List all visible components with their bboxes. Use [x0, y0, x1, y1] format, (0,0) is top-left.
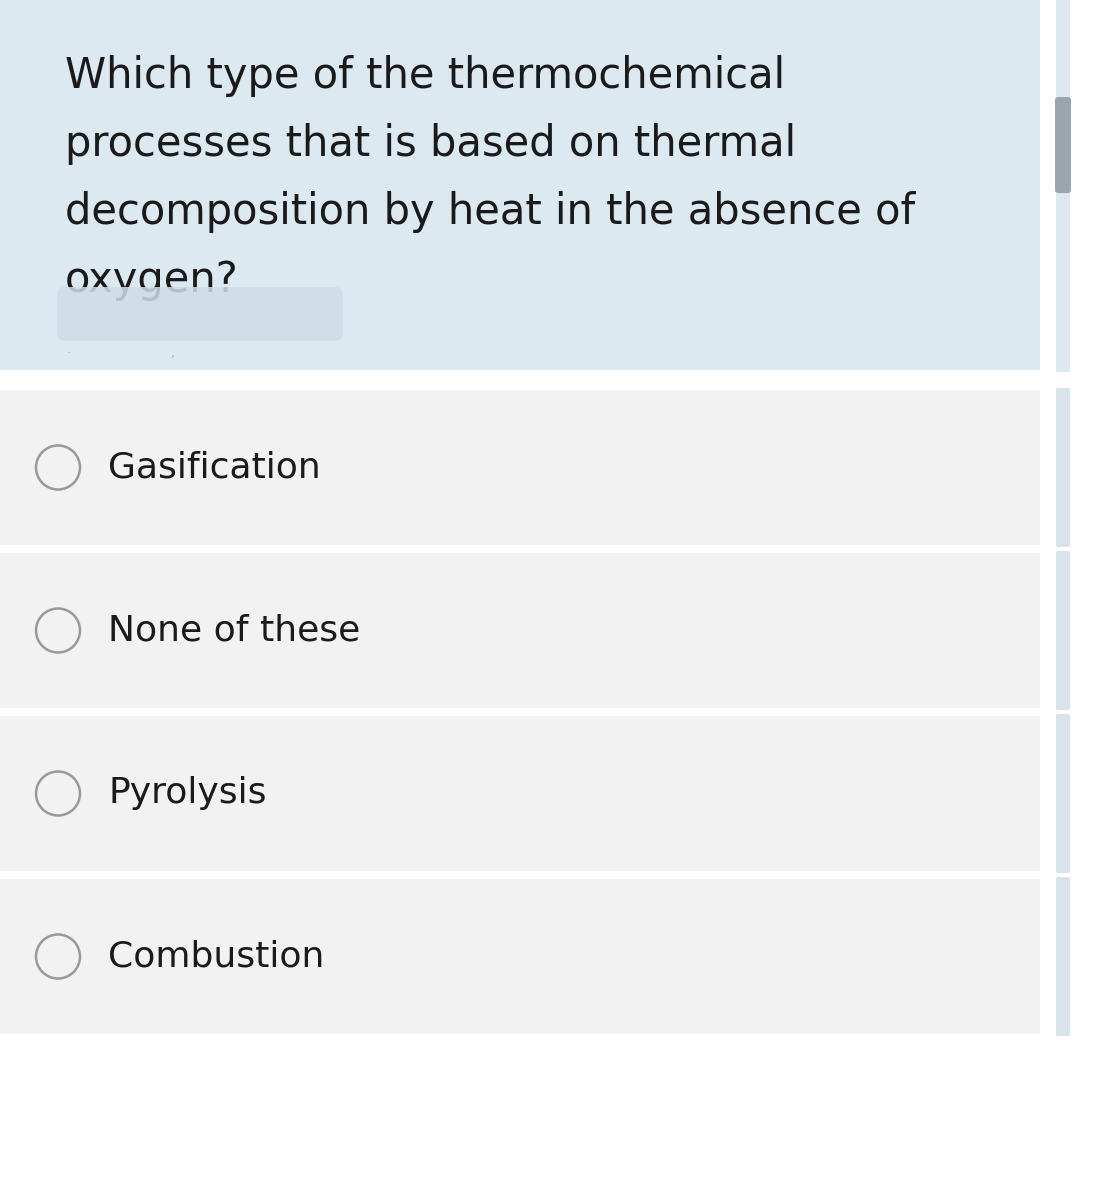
Text: processes that is based on thermal: processes that is based on thermal	[65, 122, 796, 164]
FancyBboxPatch shape	[1056, 714, 1070, 874]
Text: Combustion: Combustion	[108, 940, 324, 973]
FancyBboxPatch shape	[0, 878, 1040, 1034]
Circle shape	[36, 608, 80, 653]
Text: oxygen?: oxygen?	[65, 259, 239, 301]
FancyBboxPatch shape	[0, 716, 1040, 871]
FancyBboxPatch shape	[57, 287, 343, 341]
FancyBboxPatch shape	[0, 1034, 1095, 1200]
Text: ·                         ,: · ,	[67, 347, 175, 360]
FancyBboxPatch shape	[1056, 388, 1070, 547]
Circle shape	[36, 445, 80, 490]
FancyBboxPatch shape	[1056, 877, 1070, 1036]
FancyBboxPatch shape	[1056, 551, 1070, 710]
FancyBboxPatch shape	[0, 0, 1040, 370]
Text: Pyrolysis: Pyrolysis	[108, 776, 266, 810]
Text: None of these: None of these	[108, 613, 360, 648]
Circle shape	[36, 935, 80, 978]
FancyBboxPatch shape	[0, 553, 1040, 708]
Text: decomposition by heat in the absence of: decomposition by heat in the absence of	[65, 191, 915, 233]
FancyBboxPatch shape	[0, 390, 1040, 545]
FancyBboxPatch shape	[1054, 97, 1071, 193]
Text: Gasification: Gasification	[108, 450, 321, 485]
Text: Which type of the thermochemical: Which type of the thermochemical	[65, 55, 785, 97]
Circle shape	[36, 772, 80, 816]
FancyBboxPatch shape	[1056, 0, 1070, 372]
